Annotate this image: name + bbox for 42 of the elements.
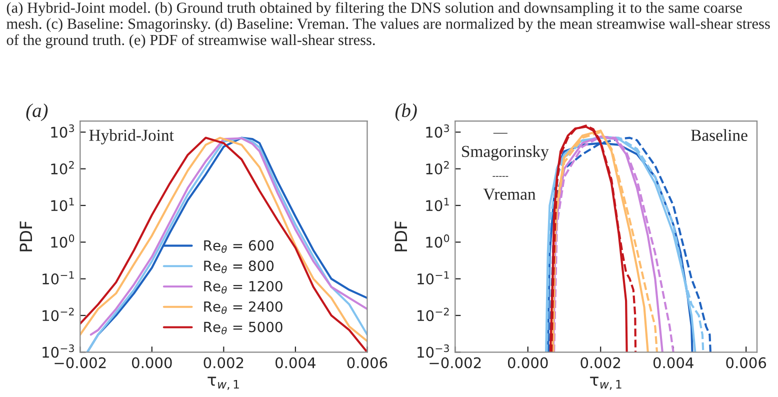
legend-label: Re$_{θ}$ = 600 [204, 240, 274, 253]
x-tick-label: 0.002 [204, 357, 244, 368]
annotation: Smagorinsky [462, 145, 549, 161]
text: (a) [26, 103, 48, 122]
y-tick-label: 10$^{3}$ [51, 124, 74, 138]
legend-label: Re$_{θ}$ = 800 [204, 260, 274, 274]
x-axis-title: τ$_{w,1}$ [590, 376, 622, 390]
annotation: ----- [492, 176, 508, 177]
y-tick-label: 10$^{1}$ [51, 198, 74, 212]
legend-label: Re$_{θ}$ = 1200 [204, 280, 282, 294]
x-axis-title: τ$_{w,1}$ [208, 376, 239, 390]
y-tick-label: 10$^{0}$ [426, 234, 450, 248]
annotation: Hybrid-Joint [89, 129, 174, 144]
y-axis-title: PDF [20, 221, 32, 252]
y-tick-label: 10$^{−2}$ [42, 308, 74, 322]
x-tick-label: 0.000 [508, 357, 548, 368]
y-tick-label: 10$^{−3}$ [42, 344, 74, 358]
y-tick-label: 10$^{−2}$ [418, 308, 449, 322]
x-tick-label: 0.002 [580, 357, 620, 368]
y-tick-label: 10$^{2}$ [426, 161, 449, 174]
text: (a) Hybrid-Joint model. (b) Ground truth obtained by filtering the DNS solution and downsampling it to the same coarse mesh. (c) Baseline: Smagorinsky. (d) Baseline: Vreman. The values are normalized by the mean streamwise wall-shear stress of the ground truth. (e) PDF of streamwise wall-shear stress. [6, 2, 770, 48]
annotation: Vreman [483, 188, 536, 200]
y-tick-label: 10$^{−1}$ [42, 271, 74, 284]
y-tick-label: 10$^{3}$ [426, 124, 449, 138]
annotation: Baseline [691, 129, 748, 141]
x-tick-label: −0.002 [430, 357, 481, 368]
x-tick-label: 0.004 [653, 357, 694, 368]
text: (b) [395, 103, 417, 122]
y-tick-label: 10$^{−3}$ [418, 344, 449, 358]
y-tick-label: 10$^{1}$ [426, 198, 449, 212]
y-axis-title: PDF [394, 221, 407, 252]
legend-label: Re$_{θ}$ = 2400 [204, 301, 282, 314]
annotation: — [493, 132, 508, 134]
x-tick-label: 0.006 [347, 357, 388, 368]
x-tick-label: 0.000 [132, 357, 172, 368]
x-tick-label: −0.002 [54, 357, 106, 368]
y-tick-label: 10$^{−1}$ [418, 271, 449, 284]
x-tick-label: 0.004 [276, 357, 316, 368]
y-tick-label: 10$^{0}$ [51, 234, 74, 248]
legend-label: Re$_{θ}$ = 5000 [204, 322, 282, 334]
x-tick-label: 0.006 [726, 357, 766, 368]
y-tick-label: 10$^{2}$ [51, 161, 74, 174]
